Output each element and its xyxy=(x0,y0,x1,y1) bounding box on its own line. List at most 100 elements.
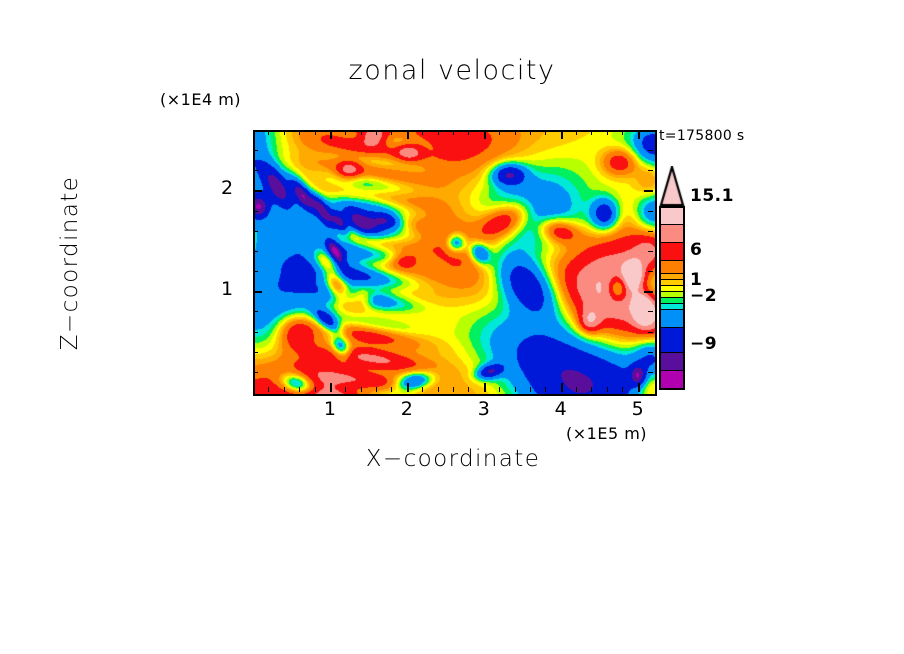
x-axis-tick xyxy=(622,387,623,392)
x-axis-tick xyxy=(515,387,516,392)
colorbar-tick-label: 15.1 xyxy=(690,186,734,206)
colorbar-band xyxy=(659,291,685,298)
y-axis-tick xyxy=(644,190,653,192)
y-axis-tick xyxy=(253,211,258,212)
y-axis-tick xyxy=(648,231,653,232)
colorbar-arrow-tip-icon xyxy=(659,166,685,206)
x-axis-tick xyxy=(391,387,392,392)
x-axis-tick xyxy=(284,387,285,392)
y-axis-tick-label: 2 xyxy=(220,177,234,200)
colorbar-tick-label: 6 xyxy=(690,240,703,260)
colorbar[interactable] xyxy=(659,166,685,390)
colorbar-band xyxy=(659,297,685,304)
x-axis-tick xyxy=(345,387,346,392)
x-axis-tick xyxy=(545,387,546,392)
x-axis-tick xyxy=(361,130,362,135)
y-axis-tick xyxy=(648,170,653,171)
x-axis-tick xyxy=(561,130,563,139)
x-axis-tick xyxy=(576,130,577,135)
y-axis-tick xyxy=(648,150,653,151)
x-axis-tick xyxy=(330,130,332,139)
x-axis-tick xyxy=(591,387,592,392)
x-axis-tick xyxy=(561,383,563,392)
x-axis-tick xyxy=(268,130,269,135)
x-axis-tick xyxy=(622,130,623,135)
y-axis-tick xyxy=(253,332,258,333)
x-axis-tick xyxy=(515,130,516,135)
x-axis-tick xyxy=(484,383,486,392)
x-axis-tick xyxy=(453,130,454,135)
x-axis-tick xyxy=(407,383,409,392)
x-axis-tick-label: 4 xyxy=(554,398,567,420)
x-axis-tick xyxy=(299,387,300,392)
y-axis-units-label: (×1E4 m) xyxy=(160,90,242,109)
y-axis-tick-label: 1 xyxy=(220,278,234,301)
x-axis-tick xyxy=(530,130,531,135)
x-axis-tick xyxy=(345,130,346,135)
x-axis-tick xyxy=(499,387,500,392)
x-axis-units-label: (×1E5 m) xyxy=(566,424,648,443)
x-axis-tick xyxy=(391,130,392,135)
x-axis-tick xyxy=(330,383,332,392)
x-axis-tick xyxy=(576,387,577,392)
x-axis-tick xyxy=(591,130,592,135)
x-axis-tick xyxy=(638,130,640,139)
colorbar-band xyxy=(659,279,685,286)
velocity-field-canvas xyxy=(255,132,655,394)
y-axis-tick xyxy=(253,170,258,171)
y-axis-tick xyxy=(253,291,262,293)
colorbar-band xyxy=(659,352,685,371)
x-axis-tick xyxy=(453,387,454,392)
x-axis-tick-label: 5 xyxy=(631,398,644,420)
x-axis-tick xyxy=(545,130,546,135)
colorbar-band xyxy=(659,370,685,390)
colorbar-tick-label: −2 xyxy=(690,286,718,306)
time-annotation: t=175800 s xyxy=(659,128,745,144)
y-axis-tick xyxy=(644,291,653,293)
x-axis-tick xyxy=(530,387,531,392)
colorbar-band xyxy=(659,273,685,280)
colorbar-band xyxy=(659,261,685,274)
x-axis-tick xyxy=(607,387,608,392)
y-axis-tick xyxy=(253,190,262,192)
colorbar-tick-label: −9 xyxy=(690,334,718,354)
colorbar-band xyxy=(659,285,685,292)
x-axis-tick xyxy=(268,387,269,392)
x-axis-tick xyxy=(284,130,285,135)
colorbar-tick-label: 1 xyxy=(690,270,703,290)
x-axis-tick xyxy=(376,130,377,135)
contour-plot-area xyxy=(253,130,657,396)
x-axis-tick xyxy=(376,387,377,392)
x-axis-tick xyxy=(315,387,316,392)
x-axis-tick xyxy=(468,130,469,135)
x-axis-tick xyxy=(438,387,439,392)
y-axis-tick xyxy=(648,332,653,333)
x-axis-tick xyxy=(638,383,640,392)
x-axis-tick xyxy=(499,130,500,135)
x-axis-tick xyxy=(438,130,439,135)
x-axis-tick xyxy=(422,130,423,135)
y-axis-tick xyxy=(648,311,653,312)
y-axis-tick xyxy=(253,311,258,312)
x-axis-tick xyxy=(468,387,469,392)
colorbar-band xyxy=(659,303,685,311)
y-axis-tick xyxy=(253,150,258,151)
y-axis-tick xyxy=(648,211,653,212)
page-title: zonal velocity xyxy=(348,55,556,86)
colorbar-bands[interactable] xyxy=(659,206,685,390)
x-axis-tick xyxy=(299,130,300,135)
y-axis-tick xyxy=(253,251,258,252)
y-axis-tick xyxy=(648,271,653,272)
x-axis-tick xyxy=(315,130,316,135)
x-axis-tick xyxy=(607,130,608,135)
x-axis-tick-label: 1 xyxy=(323,398,336,420)
y-axis-tick xyxy=(253,352,258,353)
x-axis-title: X−coordinate xyxy=(365,446,541,472)
x-axis-tick-label: 3 xyxy=(477,398,490,420)
colorbar-band xyxy=(659,310,685,329)
x-axis-tick xyxy=(484,130,486,139)
y-axis-tick xyxy=(253,231,258,232)
colorbar-band xyxy=(659,328,685,353)
x-axis-tick-label: 2 xyxy=(400,398,413,420)
colorbar-band xyxy=(659,206,685,225)
